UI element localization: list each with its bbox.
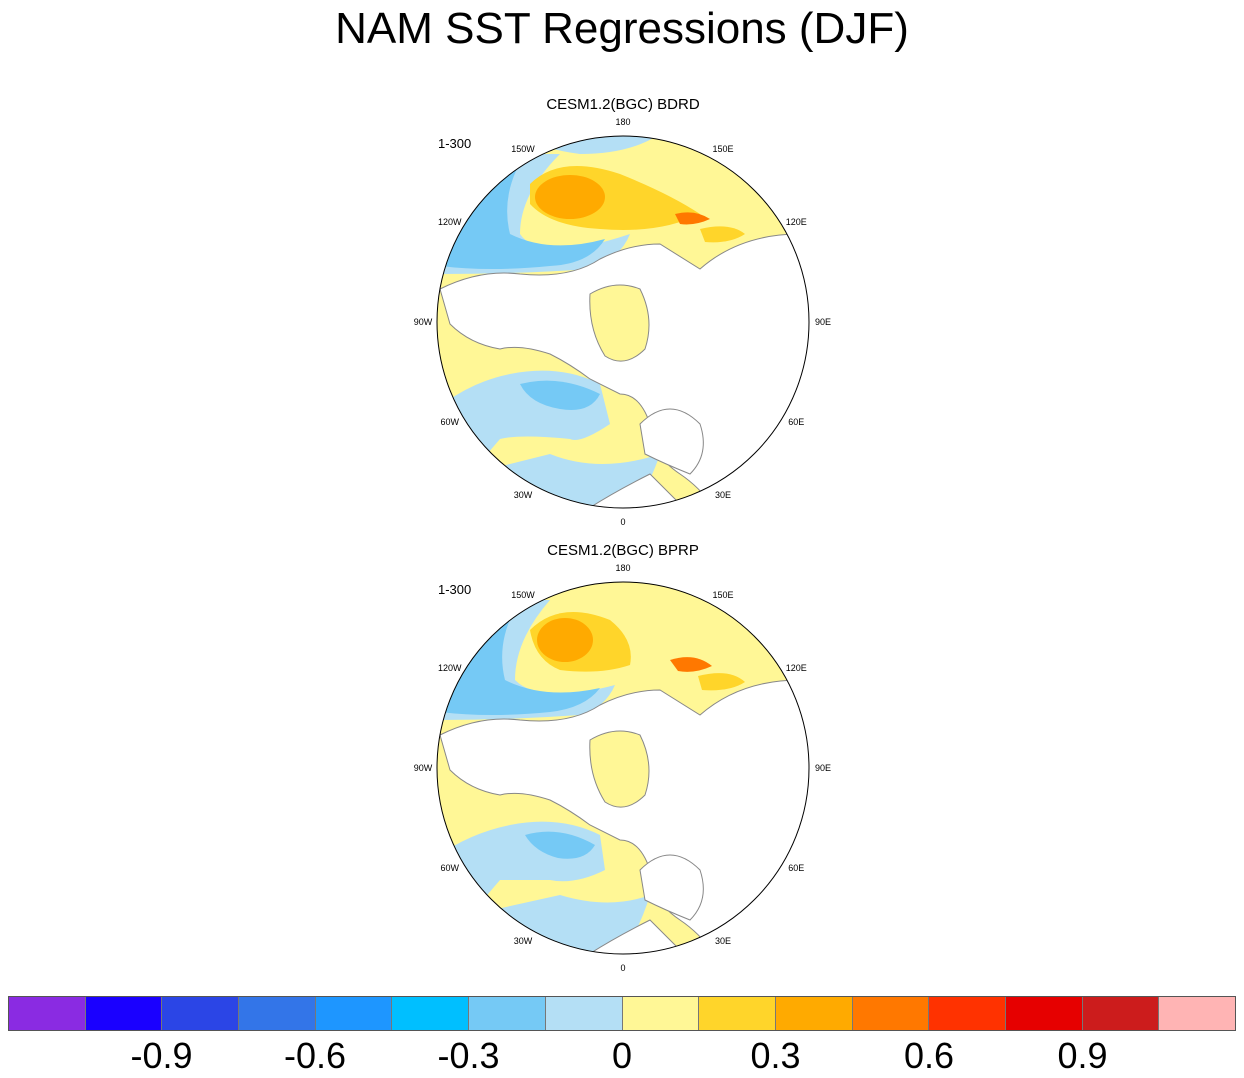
- map-panel-bdrd: CESM1.2(BGC) BDRD 1-300 180 150E 120E 90E 60…: [400, 94, 860, 534]
- colorbar-box: [9, 997, 86, 1030]
- longitude-label: 60W: [440, 863, 460, 873]
- colorbar-box: [852, 997, 930, 1030]
- longitude-label: 120E: [785, 217, 807, 227]
- colorbar-box: [162, 997, 240, 1030]
- colorbar-box: [1082, 997, 1160, 1030]
- longitude-label: 150W: [511, 589, 535, 600]
- longitude-label: 90E: [814, 763, 831, 773]
- colorbar-label: 0: [611, 1035, 633, 1076]
- longitude-label: 150E: [712, 143, 734, 154]
- colorbar-box: [545, 997, 623, 1030]
- colorbar-label: 0.9: [1057, 1035, 1108, 1076]
- colorbar-label: -0.9: [130, 1035, 193, 1076]
- colorbar-box: [469, 997, 546, 1030]
- colorbar-label: -0.3: [437, 1035, 500, 1076]
- polar-map: [436, 581, 810, 955]
- longitude-label: 30E: [714, 490, 731, 501]
- longitude-label: 120W: [438, 663, 462, 673]
- longitude-label: 180: [615, 117, 631, 127]
- map-panel-bprp: CESM1.2(BGC) BPRP 1-300 180 150E 120E 90E 60…: [400, 540, 860, 980]
- colorbar-box: [622, 997, 700, 1030]
- colorbar: [8, 996, 1236, 1031]
- longitude-label: 30W: [513, 936, 533, 947]
- range-label: 1-300: [438, 136, 472, 151]
- colorbar-box: [1005, 997, 1083, 1030]
- longitude-label: 60E: [788, 417, 805, 427]
- colorbar-box: [85, 997, 163, 1030]
- longitude-label: 150W: [511, 143, 535, 154]
- colorbar-label: 0.6: [903, 1035, 955, 1076]
- longitude-label: 60W: [440, 417, 460, 427]
- panel-title: CESM1.2(BGC) BPRP: [547, 542, 699, 559]
- longitude-label: 120E: [785, 663, 807, 673]
- colorbar-box: [929, 997, 1006, 1030]
- colorbar-box: [699, 997, 776, 1030]
- longitude-label: 0: [620, 963, 626, 973]
- longitude-label: 120W: [438, 217, 462, 227]
- figure-title: NAM SST Regressions (DJF): [335, 4, 909, 53]
- longitude-label: 90W: [413, 317, 433, 327]
- colorbar-box: [392, 997, 470, 1030]
- colorbar-box: [315, 997, 393, 1030]
- longitude-label: 0: [620, 517, 626, 527]
- longitude-label: 150E: [712, 589, 734, 600]
- longitude-label: 30E: [714, 936, 731, 947]
- colorbar-box: [239, 997, 316, 1030]
- colorbar-box: [775, 997, 853, 1030]
- colorbar-box: [1159, 997, 1235, 1030]
- longitude-label: 30W: [513, 490, 533, 501]
- longitude-label: 60E: [788, 863, 805, 873]
- longitude-label: 90W: [413, 763, 433, 773]
- range-label: 1-300: [438, 582, 472, 597]
- longitude-label: 180: [615, 563, 631, 573]
- panel-title: CESM1.2(BGC) BDRD: [546, 96, 700, 113]
- colorbar-label: -0.6: [283, 1035, 347, 1076]
- colorbar-label: 0.3: [750, 1035, 801, 1076]
- polar-map: [436, 135, 810, 509]
- longitude-label: 90E: [814, 317, 831, 327]
